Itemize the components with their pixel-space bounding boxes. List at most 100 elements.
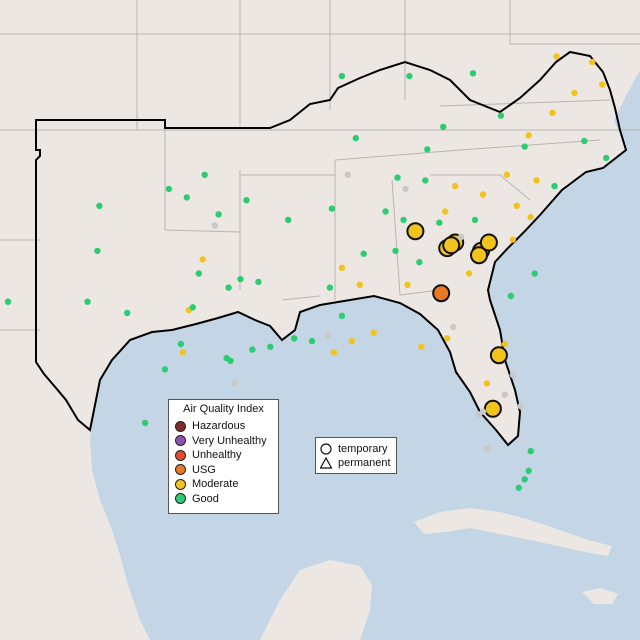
monitor-marker-good[interactable]	[225, 284, 232, 291]
monitor-marker-good[interactable]	[469, 70, 477, 77]
monitor-marker-moderate[interactable]	[179, 349, 187, 356]
monitor-marker-good[interactable]	[267, 343, 274, 350]
monitor-marker-no-data[interactable]	[475, 411, 483, 418]
monitor-marker-moderate[interactable]	[571, 89, 578, 97]
monitor-marker-moderate[interactable]	[348, 337, 355, 345]
monitor-marker-good[interactable]	[124, 309, 131, 317]
monitor-marker-good[interactable]	[527, 447, 534, 455]
monitor-marker-moderate[interactable]	[501, 340, 508, 348]
monitor-marker-good[interactable]	[195, 270, 202, 277]
monitor-marker-good[interactable]	[525, 467, 532, 474]
monitor-marker-moderate[interactable]	[442, 236, 461, 255]
monitor-marker-no-data[interactable]	[324, 332, 332, 339]
monitor-marker-good[interactable]	[515, 484, 522, 491]
monitor-marker-good[interactable]	[227, 357, 234, 365]
monitor-marker-good[interactable]	[291, 335, 298, 342]
monitor-marker-moderate[interactable]	[503, 171, 510, 178]
monitor-marker-no-data[interactable]	[450, 323, 457, 331]
monitor-marker-moderate[interactable]	[452, 182, 459, 190]
monitor-marker-good[interactable]	[243, 197, 250, 204]
monitor-marker-good[interactable]	[400, 216, 407, 224]
monitor-marker-good[interactable]	[392, 247, 399, 255]
monitor-marker-good[interactable]	[189, 304, 196, 311]
monitor-marker-moderate[interactable]	[599, 81, 606, 88]
monitor-marker-good[interactable]	[326, 284, 334, 291]
monitor-marker-good[interactable]	[255, 278, 262, 286]
monitor-marker-good[interactable]	[4, 298, 12, 305]
monitor-marker-no-data[interactable]	[517, 402, 524, 410]
monitor-marker-moderate[interactable]	[442, 208, 449, 215]
monitor-marker-no-data[interactable]	[483, 445, 491, 452]
monitor-marker-good[interactable]	[338, 312, 346, 319]
monitor-marker-moderate[interactable]	[483, 380, 491, 387]
monitor-marker-good[interactable]	[328, 205, 336, 212]
monitor-marker-moderate[interactable]	[406, 222, 425, 241]
monitor-marker-no-data[interactable]	[509, 371, 516, 379]
monitor-marker-moderate[interactable]	[489, 346, 508, 365]
monitor-marker-good[interactable]	[382, 208, 389, 215]
monitor-marker-moderate[interactable]	[418, 343, 425, 350]
monitor-marker-good[interactable]	[96, 202, 103, 209]
monitor-marker-moderate[interactable]	[525, 132, 532, 139]
monitor-marker-good[interactable]	[165, 185, 173, 193]
monitor-marker-moderate[interactable]	[199, 256, 206, 263]
monitor-marker-good[interactable]	[394, 174, 401, 181]
monitor-marker-no-data[interactable]	[211, 222, 218, 229]
monitor-marker-good[interactable]	[285, 216, 292, 224]
monitor-marker-no-data[interactable]	[457, 233, 465, 240]
monitor-marker-moderate[interactable]	[483, 399, 502, 418]
monitor-marker-moderate[interactable]	[470, 246, 488, 265]
monitor-marker-usg[interactable]	[432, 284, 451, 303]
monitor-marker-good[interactable]	[161, 366, 169, 373]
monitor-marker-good[interactable]	[338, 72, 346, 80]
monitor-marker-good[interactable]	[507, 292, 514, 300]
monitor-marker-good[interactable]	[183, 194, 190, 201]
monitor-marker-good[interactable]	[581, 137, 588, 145]
monitor-marker-moderate[interactable]	[338, 264, 346, 271]
monitor-marker-good[interactable]	[603, 154, 610, 162]
monitor-marker-good[interactable]	[440, 123, 447, 131]
monitor-marker-no-data[interactable]	[501, 391, 508, 398]
monitor-marker-good[interactable]	[531, 270, 538, 277]
monitor-marker-moderate[interactable]	[553, 53, 560, 60]
monitor-marker-moderate[interactable]	[509, 236, 516, 243]
monitor-marker-moderate[interactable]	[589, 58, 596, 66]
monitor-marker-good[interactable]	[436, 219, 443, 226]
monitor-marker-good[interactable]	[360, 250, 367, 257]
monitor-marker-good[interactable]	[84, 298, 91, 305]
legend-label: Hazardous	[192, 420, 246, 433]
monitor-marker-good[interactable]	[94, 247, 101, 255]
monitor-marker-moderate[interactable]	[356, 281, 363, 288]
monitor-marker-good[interactable]	[551, 182, 558, 190]
monitor-marker-good[interactable]	[406, 72, 413, 80]
monitor-marker-moderate[interactable]	[404, 281, 411, 288]
monitor-marker-good[interactable]	[521, 476, 528, 483]
monitor-marker-no-data[interactable]	[402, 185, 409, 193]
monitor-marker-good[interactable]	[141, 419, 149, 427]
monitor-marker-moderate[interactable]	[513, 202, 520, 209]
monitor-marker-good[interactable]	[177, 340, 185, 348]
monitor-marker-good[interactable]	[249, 346, 256, 353]
monitor-marker-good[interactable]	[471, 216, 479, 224]
monitor-marker-good[interactable]	[497, 112, 505, 119]
monitor-marker-moderate[interactable]	[479, 191, 487, 198]
monitor-marker-good[interactable]	[352, 134, 359, 142]
monitor-marker-moderate[interactable]	[444, 335, 451, 342]
monitor-marker-moderate[interactable]	[330, 349, 338, 356]
monitor-marker-good[interactable]	[416, 259, 423, 266]
monitor-marker-no-data[interactable]	[344, 171, 351, 178]
monitor-marker-good[interactable]	[237, 275, 244, 283]
monitor-marker-moderate[interactable]	[533, 177, 540, 184]
monitor-marker-moderate[interactable]	[479, 233, 498, 252]
monitor-marker-good[interactable]	[424, 146, 431, 153]
monitor-marker-moderate[interactable]	[527, 213, 534, 221]
monitor-marker-good[interactable]	[215, 211, 222, 218]
monitor-marker-good[interactable]	[422, 177, 429, 184]
monitor-marker-moderate[interactable]	[549, 109, 556, 117]
monitor-marker-good[interactable]	[308, 337, 316, 345]
monitor-marker-good[interactable]	[521, 143, 528, 150]
monitor-marker-good[interactable]	[201, 171, 208, 178]
monitor-marker-moderate[interactable]	[370, 329, 377, 336]
monitor-marker-no-data[interactable]	[231, 380, 238, 387]
monitor-marker-moderate[interactable]	[465, 270, 473, 277]
